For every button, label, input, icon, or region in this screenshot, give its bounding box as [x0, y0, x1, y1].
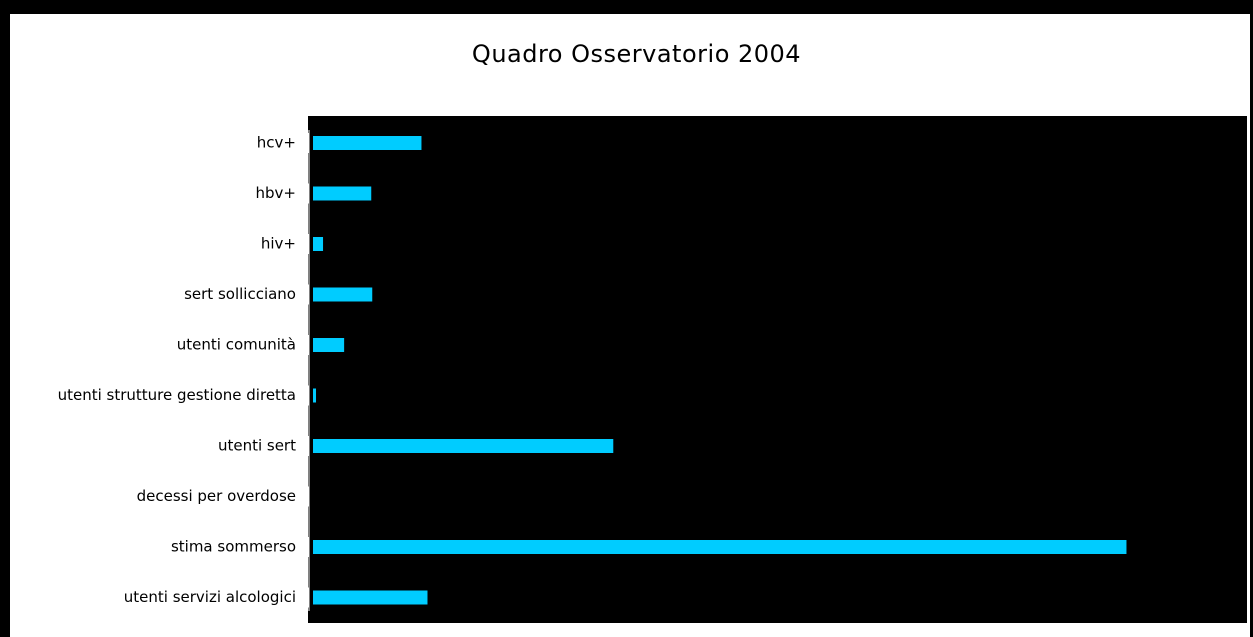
bar [313, 186, 372, 201]
category-label: hbv+ [256, 184, 296, 202]
bar [313, 287, 373, 302]
category-label: utenti sert [218, 437, 296, 455]
category-label: hcv+ [257, 134, 296, 152]
chart-title: Quadro Osservatorio 2004 [471, 40, 802, 68]
chart-frame-right-edge [1250, 14, 1253, 637]
plot-area [308, 116, 1247, 623]
category-label: utenti strutture gestione diretta [58, 386, 296, 404]
category-label: hiv+ [261, 235, 296, 253]
category-label: decessi per overdose [137, 487, 296, 505]
bar [313, 237, 324, 251]
bar [313, 439, 614, 453]
bar [313, 540, 1127, 554]
bar [313, 338, 345, 352]
category-label: stima sommerso [171, 538, 296, 556]
bar [313, 590, 428, 605]
bar [313, 388, 317, 403]
category-label: sert sollicciano [184, 285, 296, 303]
category-label: utenti servizi alcologici [124, 588, 296, 606]
bar [313, 136, 422, 150]
category-label: utenti comunità [177, 336, 296, 354]
